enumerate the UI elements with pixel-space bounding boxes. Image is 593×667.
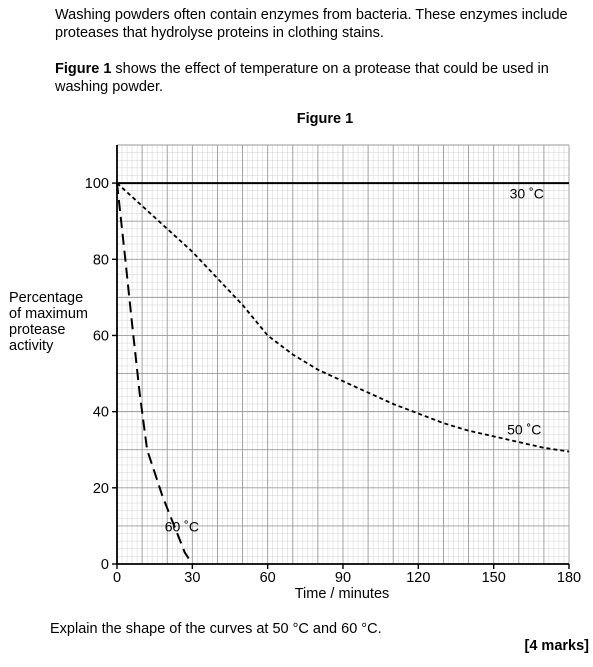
y-tick-label: 20 bbox=[93, 481, 109, 497]
y-axis-label-line: protease bbox=[9, 322, 66, 338]
x-tick-label: 120 bbox=[406, 570, 430, 586]
y-axis-label: Percentage of maximum protease activity bbox=[9, 290, 109, 354]
y-axis-label-line: of maximum bbox=[9, 306, 88, 322]
question-text: Explain the shape of the curves at 50 °C… bbox=[50, 621, 382, 637]
x-tick-label: 150 bbox=[482, 570, 506, 586]
intro-text: Washing powders often contain enzymes fr… bbox=[55, 7, 568, 41]
x-tick-label: 30 bbox=[184, 570, 200, 586]
x-tick-label: 180 bbox=[557, 570, 581, 586]
x-tick-label: 60 bbox=[260, 570, 276, 586]
line-chart: 0 30 60 90 120 150 180 0 20 40 60 80 100 30 ˚C 50 ˚C 6… bbox=[85, 144, 581, 602]
y-tick-label: 40 bbox=[93, 405, 109, 421]
series-label: 50 ˚C bbox=[507, 421, 541, 437]
marks-label: [4 marks] bbox=[524, 638, 589, 654]
series-line bbox=[116, 182, 194, 565]
major-grid bbox=[116, 144, 570, 565]
x-tick-label: 0 bbox=[113, 570, 121, 586]
x-tick-label: 90 bbox=[335, 570, 351, 586]
series-label: 30 ˚C bbox=[510, 185, 544, 201]
series-line bbox=[116, 182, 570, 453]
y-axis-label-line: activity bbox=[9, 338, 54, 354]
series-label: 60 ˚C bbox=[165, 519, 199, 535]
x-axis-label: Time / minutes bbox=[295, 586, 390, 602]
y-tick-label: 60 bbox=[93, 328, 109, 344]
y-tick-label: 100 bbox=[85, 176, 109, 192]
y-tick-label: 80 bbox=[93, 252, 109, 268]
figure-title: Figure 1 bbox=[296, 111, 354, 127]
tick-labels: 0 30 60 90 120 150 180 0 20 40 60 80 100 bbox=[85, 176, 581, 586]
figure-reference-bold: Figure 1 bbox=[55, 61, 112, 77]
figure-reference-paragraph: Figure 1 shows the effect of temperature… bbox=[55, 60, 585, 96]
series-labels: 30 ˚C 50 ˚C 60 ˚C bbox=[165, 185, 544, 534]
figure-reference-text: shows the effect of temperature on a pro… bbox=[55, 61, 549, 95]
y-axis-label-line: Percentage bbox=[9, 290, 84, 306]
intro-paragraph: Washing powders often contain enzymes fr… bbox=[55, 6, 585, 42]
series-lines bbox=[116, 182, 570, 565]
y-tick-label: 0 bbox=[101, 557, 109, 573]
axes bbox=[112, 145, 570, 569]
